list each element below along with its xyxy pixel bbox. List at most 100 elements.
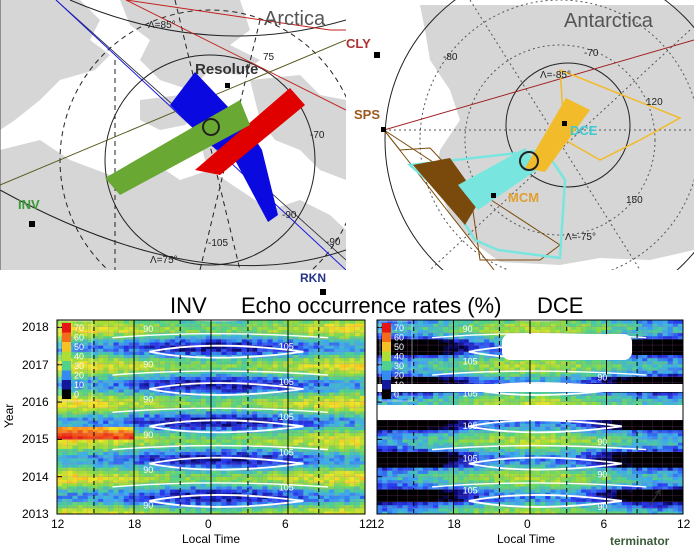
colorbar-tick: 30 [74, 361, 84, 371]
colorbar-segment [382, 323, 391, 333]
rkn-site-label: RKN [300, 271, 326, 285]
cly-site-label: CLY [346, 36, 371, 51]
contour-label: 90 [597, 373, 607, 383]
arctica-map [0, 0, 346, 270]
arctica-lon-label: -105 [208, 238, 229, 249]
resolute-marker [225, 83, 230, 88]
contour-label: 90 [143, 430, 153, 440]
antarctica-lat-label: Λ=-85° [540, 70, 571, 81]
dce-x-tick: 12 [371, 517, 385, 531]
contour-label: 90 [143, 465, 153, 475]
arctica-lon-label: -90 [326, 237, 341, 248]
contour-label: 90 [143, 359, 153, 369]
dce-data-gap [377, 405, 683, 420]
colorbar-segment [62, 323, 71, 333]
colorbar-tick: 20 [394, 371, 404, 381]
inv-heatmap: 90 105 90 105 90 105 90 105 90 105 90 [57, 320, 365, 514]
arctica-lon-label: -70 [310, 130, 325, 141]
contour-label: 90 [597, 437, 607, 447]
contour-label: 105 [463, 356, 478, 366]
inv-radar-fov [105, 100, 250, 195]
colorbar-segment [382, 389, 391, 399]
dce-x-tick: 6 [600, 517, 608, 531]
dce-x-tick: 0 [524, 517, 531, 531]
dce-data-gap [502, 334, 632, 360]
contour-label: 105 [463, 486, 478, 496]
dce-x-tick: 18 [447, 517, 461, 531]
inv-x-tick: 6 [282, 517, 289, 531]
colorbar-segment [62, 389, 71, 399]
chart-title: Echo occurrence rates (%) [241, 293, 502, 318]
resolute-label: Resolute [195, 61, 259, 78]
dce-marker [562, 121, 567, 126]
sps-marker [381, 127, 386, 132]
contour-label: 105 [279, 342, 294, 352]
dce-x-axis-label: Local Time [497, 532, 556, 546]
colorbar-segment [382, 332, 391, 342]
antarctica-target-circle [519, 151, 539, 171]
contour-label: 90 [143, 500, 153, 510]
dce-heatmap: 90 90 105 90 105 90 105 90 105 90 105 90 [377, 320, 683, 514]
inv-panel-frame [56, 319, 366, 515]
dce-panel-title: DCE [537, 293, 584, 318]
contour-label: 105 [279, 377, 294, 387]
colorbar-segment [382, 361, 391, 371]
arctica-lon-label: -90 [282, 210, 297, 221]
cly-radar-fov [195, 88, 305, 175]
y-tick: 2015 [22, 432, 49, 447]
colorbar-tick: 0 [74, 390, 79, 400]
antarctica-lon-label: 150 [626, 195, 643, 206]
contour-label: 90 [597, 340, 607, 350]
colorbar-segment [62, 332, 71, 342]
inv-x-tick: 12 [51, 517, 65, 531]
colorbar-tick: 40 [394, 352, 404, 362]
y-tick: 2013 [22, 507, 49, 521]
inv-site-label: INV [18, 197, 40, 212]
colorbar-tick: 50 [394, 342, 404, 352]
dce-x-tick: 12 [677, 517, 691, 531]
colorbar-tick: 30 [394, 361, 404, 371]
contour-label: 90 [597, 405, 607, 415]
inv-x-tick: 18 [128, 517, 142, 531]
colorbar-segment [382, 370, 391, 380]
inv-x-tick: 0 [205, 517, 212, 531]
dce-data-gap [377, 384, 683, 392]
contour-label: 90 [597, 470, 607, 480]
antarctica-lat-label: Λ=-75° [565, 232, 596, 243]
arctica-lat-label: Λ=75° [150, 255, 178, 266]
mcm-marker [491, 193, 496, 198]
dce-panel-frame [376, 319, 684, 515]
contour-label: 90 [143, 395, 153, 405]
arctica-title: Arctica [264, 8, 326, 30]
dce-radar-fov [525, 98, 590, 172]
inv-marker [29, 221, 35, 227]
inv-x-tick: 12 [359, 517, 373, 531]
contour-label: 90 [143, 324, 153, 334]
contour-label: 105 [463, 453, 478, 463]
contour-label: 105 [279, 483, 294, 493]
antarctica-lat-label: -70 [584, 48, 599, 59]
contour-label: 105 [279, 412, 294, 422]
rkn-marker [320, 289, 326, 295]
dce-site-label: DCE [570, 123, 598, 138]
colorbar-tick: 60 [74, 333, 84, 343]
sps-site-label: SPS [354, 107, 381, 122]
colorbar-tick: 10 [394, 380, 404, 390]
terminator-arrow [649, 489, 661, 506]
colorbar-segment [382, 342, 391, 352]
terminator-annotation: terminator [610, 534, 670, 548]
contour-label: 105 [279, 447, 294, 457]
inv-panel-title: INV [170, 293, 207, 318]
antarctica-title: Antarctica [564, 10, 653, 32]
colorbar-tick: 20 [74, 371, 84, 381]
arctica-lat-label: 75 [263, 52, 275, 63]
sps-radar-fov [413, 158, 480, 225]
antarctica-lon-label: 120 [646, 97, 663, 108]
colorbar-tick: 50 [74, 342, 84, 352]
y-tick: 2018 [22, 320, 49, 335]
antarctica-lat-label: -80 [443, 52, 458, 63]
contour-label: 105 [463, 389, 478, 399]
y-tick: 2017 [22, 357, 49, 372]
contour-label: 105 [463, 421, 478, 431]
colorbar-segment [382, 351, 391, 361]
